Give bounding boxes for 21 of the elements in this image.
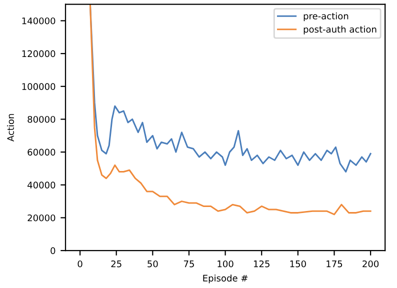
y-tick-label: 100000 (22, 83, 56, 90)
x-tick-label: 175 (326, 260, 342, 268)
x-tick-label: 150 (290, 260, 306, 268)
y-tick-label: 40000 (28, 182, 56, 188)
y-tick-label: 140000 (22, 17, 56, 24)
x-tick-label: 25 (111, 260, 122, 268)
x-axis-title: Episode # (203, 274, 248, 284)
x-tick-label: 125 (254, 260, 270, 268)
x-tick-label: 100 (218, 260, 234, 268)
legend-label: post-auth action (304, 26, 376, 34)
y-tick-label: 0 (50, 247, 56, 254)
y-tick-label: 120000 (22, 50, 56, 58)
y-tick-label: 20000 (28, 214, 56, 222)
legend-label: pre-action (304, 12, 348, 22)
y-axis-title: Action (7, 114, 14, 142)
x-tick-label: 200 (362, 260, 379, 268)
x-tick-label: 75 (184, 260, 194, 268)
x-tick-label: 50 (148, 260, 158, 268)
y-tick-label: 60000 (28, 148, 56, 156)
y-tick-label: 80000 (28, 116, 56, 123)
x-tick-label: 0 (78, 260, 82, 268)
